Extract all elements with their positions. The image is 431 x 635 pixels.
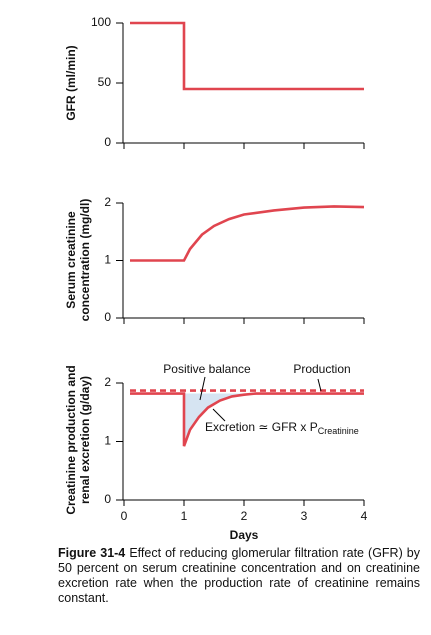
caption: Figure 31-4 Effect of reducing glomerula… — [58, 546, 420, 606]
leader-line — [212, 408, 226, 422]
y-tick-label: 1 — [104, 434, 111, 448]
annotation-text: Production — [293, 362, 350, 376]
x-tick-label: 0 — [121, 509, 128, 523]
line — [130, 392, 364, 447]
y-axis-title: GFR (ml/min) — [64, 45, 78, 120]
x-tick-label: 1 — [181, 509, 188, 523]
y-axis-title: Serum creatinine — [64, 211, 78, 309]
leader-line — [317, 378, 322, 392]
annotation-text: Excretion ≃ GFR x P — [205, 420, 318, 434]
annotation: Excretion ≃ GFR x PCreatinine — [205, 420, 359, 436]
x-tick-label: 3 — [301, 509, 308, 523]
caption-text: Effect of reducing glomerular filtration… — [58, 546, 420, 605]
line — [130, 205, 365, 262]
leader-line — [199, 376, 206, 401]
y-tick-label: 2 — [104, 375, 111, 389]
y-tick-label: 0 — [104, 310, 111, 324]
x-tick-label: 4 — [361, 509, 368, 523]
y-tick-label: 0 — [104, 492, 111, 506]
annotation-subscript: Creatinine — [318, 426, 359, 436]
y-tick-label: 100 — [91, 15, 111, 29]
y-axis-title: concentration (mg/dl) — [78, 199, 92, 322]
y-tick-label: 0 — [104, 135, 111, 149]
line — [130, 21, 364, 91]
annotation: Production — [293, 362, 350, 376]
annotation-text: Positive balance — [163, 362, 251, 376]
y-tick-label: 1 — [104, 253, 111, 267]
x-tick-label: 2 — [241, 509, 248, 523]
x-axis-title: Days — [230, 528, 259, 542]
annotation: Positive balance — [163, 362, 251, 376]
y-axis-title: renal excretion (g/day) — [78, 376, 92, 504]
caption-label: Figure 31-4 — [58, 546, 126, 560]
y-tick-label: 2 — [104, 195, 111, 209]
y-tick-label: 50 — [98, 75, 112, 89]
y-axis-title: Creatinine production and — [64, 365, 78, 514]
